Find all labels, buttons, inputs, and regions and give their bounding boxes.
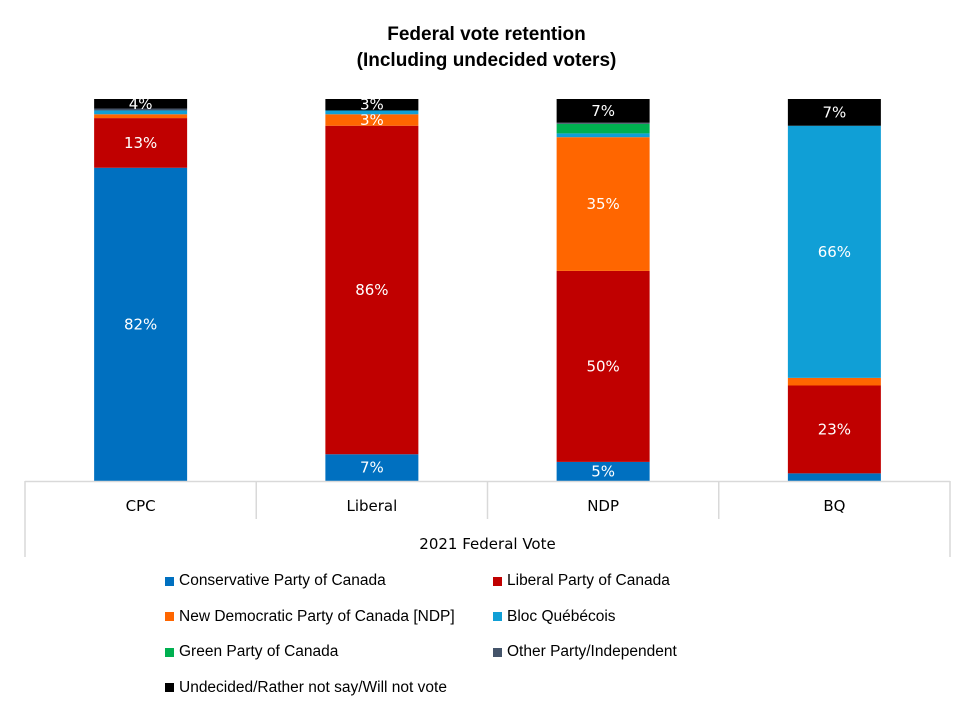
legend-swatch: [165, 612, 174, 621]
legend-swatch: [165, 683, 174, 692]
x-axis-title: 2021 Federal Vote: [419, 535, 555, 553]
legend-item: Other Party/Independent: [493, 643, 677, 661]
legend-item: Conservative Party of Canada: [165, 572, 386, 590]
legend-label: Liberal Party of Canada: [507, 572, 670, 589]
legend-item: New Democratic Party of Canada [NDP]: [165, 608, 455, 626]
data-label: 35%: [586, 195, 619, 213]
bar-segment: [787, 385, 881, 474]
chart-title: Federal vote retention (Including undeci…: [0, 22, 973, 74]
data-label: 66%: [818, 243, 851, 261]
legend-item: Liberal Party of Canada: [493, 572, 670, 590]
bar-segment: [787, 377, 881, 386]
data-label: 23%: [818, 420, 851, 438]
legend-swatch: [493, 576, 502, 586]
bar-segment: [556, 133, 650, 138]
data-label: 50%: [586, 357, 619, 375]
legend-label: Green Party of Canada: [179, 643, 339, 660]
bar-segment: [325, 99, 419, 111]
bar-segment: [556, 99, 650, 123]
bar-segment: [325, 114, 419, 126]
data-label: 5%: [591, 462, 615, 480]
bar-segment: [94, 114, 188, 119]
bar-segment: [556, 137, 650, 271]
legend-item: Green Party of Canada: [165, 643, 338, 661]
bar-segment: [325, 454, 419, 481]
category-tick-label: Liberal: [346, 497, 397, 515]
bar-segment: [556, 270, 650, 462]
bar-segment: [94, 118, 188, 168]
bar-segment: [556, 461, 650, 481]
legend-swatch: [165, 576, 174, 586]
legend-label: Undecided/Rather not say/Will not vote: [179, 678, 447, 696]
data-label: 86%: [355, 281, 388, 299]
legend-swatch: [493, 647, 502, 657]
bar-segment: [787, 125, 881, 378]
legend-item: Undecided/Rather not say/Will not vote: [165, 679, 447, 697]
category-tick-label: CPC: [126, 497, 156, 515]
bar-segment: [325, 110, 419, 115]
bar-segment: [94, 167, 188, 481]
bar-segment: [556, 123, 650, 134]
legend-label: New Democratic Party of Canada [NDP]: [179, 607, 455, 625]
bar-segment: [94, 99, 188, 109]
category-tick-label: NDP: [587, 497, 619, 515]
data-label: 3%: [360, 96, 384, 114]
bar-segment: [94, 108, 188, 111]
title-line: Federal vote retention: [387, 24, 586, 45]
data-label: 7%: [591, 102, 615, 120]
data-label: 13%: [124, 134, 157, 152]
data-label: 4%: [129, 95, 153, 113]
legend-item: Bloc Québécois: [493, 608, 616, 626]
legend-label: Bloc Québécois: [507, 607, 616, 625]
bar-segment: [94, 110, 188, 115]
data-label: 7%: [360, 459, 384, 477]
legend-swatch: [493, 612, 502, 621]
legend-label: Other Party/Independent: [507, 643, 677, 660]
bar-segment: [787, 473, 881, 481]
legend-swatch: [165, 647, 174, 657]
data-label: 7%: [822, 103, 846, 121]
data-label: 3%: [360, 111, 384, 129]
data-label: 82%: [124, 315, 157, 333]
bar-segment: [325, 125, 419, 455]
subtitle-line: (Including undecided voters): [356, 50, 617, 71]
category-tick-label: BQ: [823, 497, 845, 515]
bar-segment: [787, 99, 881, 126]
bar-segment: [556, 122, 650, 124]
legend-label: Conservative Party of Canada: [179, 572, 386, 589]
